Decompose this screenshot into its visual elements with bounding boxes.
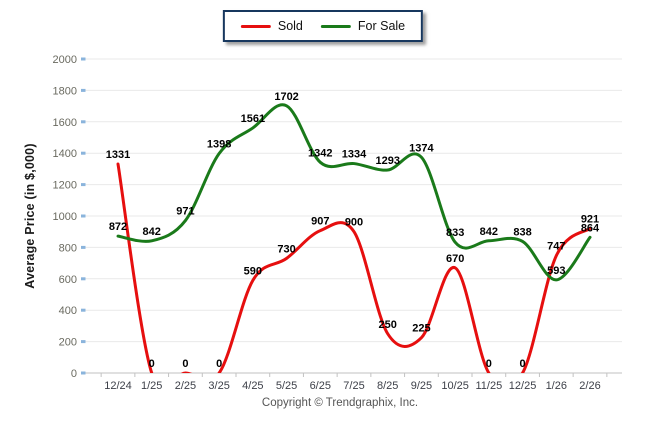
x-tick-label: 2/26 [579,380,600,392]
y-axis-tick [81,214,86,218]
data-label-sold: 921 [581,213,599,225]
data-label-for-sale: 593 [547,265,565,277]
data-label-sold: 0 [520,358,526,370]
y-axis-tick [81,308,86,312]
data-label-sold: 730 [277,243,295,255]
y-tick-label: 1400 [53,148,77,160]
x-tick-label: 4/25 [242,380,263,392]
x-tick-label: 1/26 [546,380,567,392]
y-tick-label: 2000 [53,54,77,66]
data-label-for-sale: 1702 [274,91,298,103]
x-tick-label: 11/25 [475,380,502,392]
data-label-for-sale: 1334 [342,149,367,161]
data-label-for-sale: 842 [480,226,498,238]
x-tick-label: 9/25 [411,380,432,392]
data-label-for-sale: 838 [513,226,531,238]
x-tick-label: 6/25 [310,380,331,392]
data-label-sold: 0 [216,358,222,370]
data-label-sold: 747 [547,241,565,253]
y-tick-label: 1600 [53,117,77,129]
y-axis-tick [81,88,86,92]
y-axis-tick [81,371,86,375]
x-tick-label: 1/25 [141,380,162,392]
data-label-for-sale: 1374 [409,142,434,154]
legend-label: For Sale [357,18,406,33]
legend-label: Sold [277,18,303,33]
y-tick-label: 800 [59,242,77,254]
x-tick-label: 3/25 [208,380,229,392]
y-axis-tick [81,120,86,124]
x-tick-label: 12/25 [509,380,537,392]
legend-swatch-icon [320,24,351,28]
y-tick-label: 400 [59,305,77,317]
legend-swatch-icon [240,24,271,28]
data-label-for-sale: 1398 [207,139,231,151]
data-label-sold: 670 [446,253,464,265]
y-axis-tick [81,57,86,61]
data-label-for-sale: 1561 [241,113,265,125]
data-label-for-sale: 1342 [308,147,332,159]
data-label-for-sale: 872 [109,221,127,233]
y-tick-label: 600 [59,274,77,286]
data-label-for-sale: 864 [581,222,600,234]
x-tick-label: 7/25 [343,380,364,392]
data-label-sold: 0 [182,358,188,370]
x-tick-label: 8/25 [377,380,398,392]
series-lines [116,103,592,373]
series-line-for-sale [116,103,592,282]
copyright-text: Copyright © Trendgraphix, Inc. [261,397,419,409]
data-label-for-sale: 833 [446,227,464,239]
y-axis-tick [81,245,86,249]
legend-item-for-sale: For Sale [320,18,406,33]
data-label-sold: 0 [486,358,492,370]
y-axis-tick [81,183,86,187]
data-label-sold: 590 [244,265,262,277]
y-axis-tick [81,340,86,344]
y-tick-label: 1000 [53,211,77,223]
data-label-sold: 1331 [106,149,130,161]
data-label-for-sale: 1293 [375,155,399,167]
x-tick-label: 12/24 [104,380,132,392]
legend: Sold For Sale [222,10,424,42]
y-axis-title: Average Price (in $,000) [23,143,37,289]
y-axis-tick [81,151,86,155]
data-label-sold: 907 [311,216,329,228]
y-axis-tick [81,277,86,281]
y-tick-label: 200 [59,337,77,349]
data-label-sold: 225 [412,323,430,335]
data-label-sold: 0 [149,358,155,370]
y-tick-label: 1800 [53,85,77,97]
data-label-sold: 250 [379,319,397,331]
data-label-for-sale: 842 [143,226,161,238]
series-line-sold [116,162,592,373]
legend-item-sold: Sold [240,18,303,33]
x-tick-label: 10/25 [441,380,469,392]
x-tick-label: 5/25 [276,380,297,392]
data-label-for-sale: 971 [176,206,194,218]
y-tick-label: 0 [71,368,77,380]
y-tick-label: 1200 [53,180,77,192]
x-tick-label: 2/25 [175,380,196,392]
data-label-sold: 900 [345,217,363,229]
